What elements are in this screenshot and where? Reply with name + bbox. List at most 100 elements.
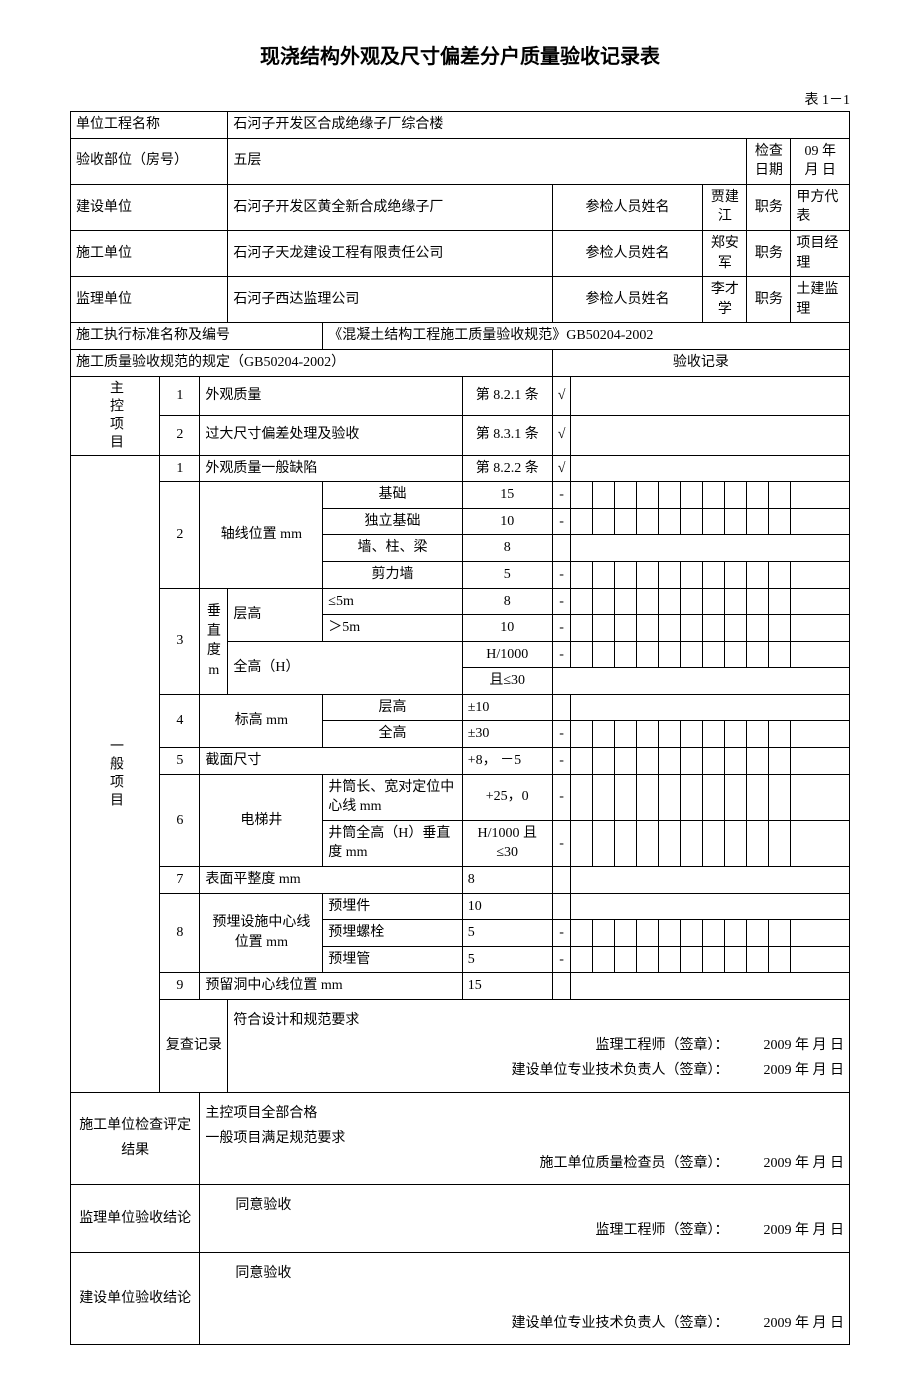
val: 5 <box>462 946 552 973</box>
data-cell <box>637 748 659 775</box>
item: 外观质量 <box>200 376 462 416</box>
data-cell <box>681 748 703 775</box>
data-cell <box>659 482 681 509</box>
check <box>552 694 571 721</box>
data-cell <box>571 561 593 588</box>
data-cell <box>791 615 850 642</box>
record-cell <box>571 455 850 482</box>
data-cell <box>725 508 747 535</box>
data-cell <box>769 946 791 973</box>
val: +25，0 <box>462 774 552 820</box>
data-cell <box>593 946 615 973</box>
data-cell <box>725 641 747 668</box>
data-cell <box>593 748 615 775</box>
sig-date: 2009 年 月 日 <box>764 1316 845 1331</box>
data-cell <box>637 641 659 668</box>
val: 15 <box>462 973 552 1000</box>
data-cell <box>659 588 681 615</box>
data-cell <box>747 946 769 973</box>
data-cell <box>571 820 593 866</box>
data-cell <box>637 508 659 535</box>
item: 截面尺寸 <box>200 748 462 775</box>
data-cell <box>703 561 725 588</box>
sub-name: 墙、柱、梁 <box>323 535 462 562</box>
data-cell <box>571 748 593 775</box>
data-cell <box>791 721 850 748</box>
data-cell <box>791 482 850 509</box>
data-cell <box>725 748 747 775</box>
sub-name: 井筒长、宽对定位中心线 mm <box>323 774 462 820</box>
data-cell <box>703 508 725 535</box>
data-cell <box>593 615 615 642</box>
check: √ <box>552 455 571 482</box>
data-cell <box>747 774 769 820</box>
data-cell <box>703 588 725 615</box>
value: 《混凝土结构工程施工质量验收规范》GB50204-2002 <box>323 323 850 350</box>
item: 电梯井 <box>200 774 323 866</box>
record-cell <box>571 376 850 416</box>
data-cell <box>593 588 615 615</box>
data-cell <box>703 482 725 509</box>
data-cell <box>571 535 850 562</box>
check: - <box>552 482 571 509</box>
sub-name: ＞5m <box>323 615 462 642</box>
val: 15 <box>462 482 552 509</box>
num: 8 <box>160 893 200 973</box>
val: 5 <box>462 920 552 947</box>
data-cell <box>791 748 850 775</box>
construction-result-content: 主控项目全部合格 一般项目满足规范要求 施工单位质量检查员（签章）： 2009 … <box>200 1092 850 1185</box>
item: 轴线位置 mm <box>200 482 323 588</box>
label: 职务 <box>747 277 791 323</box>
num: 1 <box>160 376 200 416</box>
check: - <box>552 641 571 668</box>
data-cell <box>571 946 593 973</box>
review-label: 复查记录 <box>160 1000 228 1093</box>
value: 石河子开发区合成绝缘子厂综合楼 <box>228 112 850 139</box>
val: H/1000 <box>462 641 552 668</box>
data-cell <box>593 508 615 535</box>
data-cell <box>615 820 637 866</box>
data-cell <box>791 588 850 615</box>
check: - <box>552 774 571 820</box>
data-cell <box>725 721 747 748</box>
data-cell <box>747 482 769 509</box>
data-cell <box>747 820 769 866</box>
data-cell <box>615 774 637 820</box>
value: 土建监理 <box>791 277 850 323</box>
data-cell <box>703 615 725 642</box>
data-cell <box>615 920 637 947</box>
val: 5 <box>462 561 552 588</box>
value: 甲方代表 <box>791 184 850 230</box>
num: 5 <box>160 748 200 775</box>
data-cell <box>637 615 659 642</box>
sub-name: ≤5m <box>323 588 462 615</box>
value: 石河子天龙建设工程有限责任公司 <box>228 230 552 276</box>
owner-conclusion-content: 同意验收 建设单位专业技术负责人（签章）： 2009 年 月 日 <box>200 1252 850 1345</box>
data-cell <box>571 774 593 820</box>
data-cell <box>703 820 725 866</box>
table-number: 表 1－1 <box>70 89 850 109</box>
data-cell <box>769 482 791 509</box>
num: 2 <box>160 416 200 456</box>
sig-date: 2009 年 月 日 <box>764 1063 845 1078</box>
val: 8 <box>462 535 552 562</box>
data-cell <box>703 748 725 775</box>
item: 预留洞中心线位置 mm <box>200 973 462 1000</box>
sub-name: 基础 <box>323 482 462 509</box>
value: 五层 <box>228 138 747 184</box>
data-cell <box>637 588 659 615</box>
sig-label: 施工单位质量检查员（签章）： <box>540 1156 729 1171</box>
data-cell <box>615 721 637 748</box>
label: 施工单位 <box>71 230 228 276</box>
data-cell <box>637 561 659 588</box>
data-cell <box>725 946 747 973</box>
value: 石河子西达监理公司 <box>228 277 552 323</box>
data-cell <box>681 820 703 866</box>
data-cell <box>571 867 850 894</box>
sub-name: 井筒全高（H）垂直度 mm <box>323 820 462 866</box>
value: 石河子开发区黄全新合成绝缘子厂 <box>228 184 552 230</box>
data-cell <box>637 946 659 973</box>
check: √ <box>552 416 571 456</box>
check: - <box>552 721 571 748</box>
data-cell <box>659 721 681 748</box>
